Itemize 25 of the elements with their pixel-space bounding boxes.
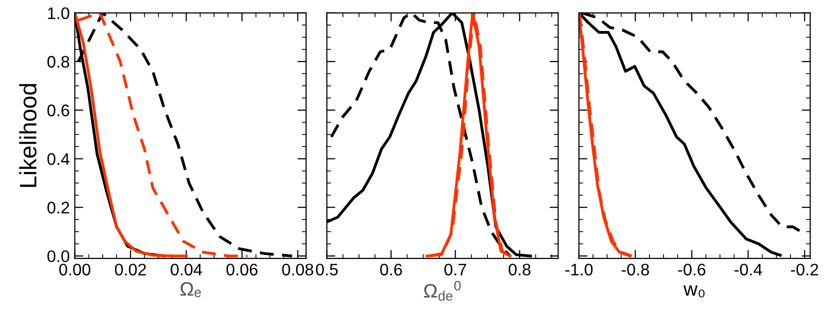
x-axis-title: w₀	[683, 285, 705, 298]
x-tick-label: -0.8	[622, 264, 649, 276]
y-tick-label: 0.8	[47, 56, 70, 68]
y-tick-label: 0.4	[47, 153, 70, 165]
y-tick-label: 0.6	[47, 104, 70, 116]
x-axis-title: Ωₑ	[180, 282, 201, 298]
x-tick-label: 0.04	[170, 264, 202, 276]
y-axis-title: Likelihood	[19, 84, 37, 187]
x-tick-label: -0.6	[678, 264, 706, 276]
x-tick-label: 0.8	[508, 264, 530, 276]
x-tick-label: -1.0	[565, 264, 593, 276]
x-tick-label: 0.06	[226, 264, 258, 276]
y-tick-label: 1.0	[48, 7, 70, 20]
x-tick-label: 0.02	[114, 264, 146, 276]
line-series	[77, 12, 249, 258]
x-tick-label: 0.08	[282, 264, 314, 276]
x-tick-label: 0.7	[444, 264, 466, 276]
x-tick-label: -0.2	[790, 264, 818, 276]
x-tick-label: 0.00	[59, 264, 90, 276]
y-tick-label: 0.0	[47, 250, 70, 262]
y-tick-label: 0.2	[47, 202, 70, 214]
x-tick-label: -0.4	[734, 264, 762, 276]
x-axis-title: Ω$_{de}$$^{0}$	[424, 280, 461, 301]
x-tick-label: 0.5	[316, 264, 338, 276]
x-tick-label: 0.6	[380, 264, 402, 276]
